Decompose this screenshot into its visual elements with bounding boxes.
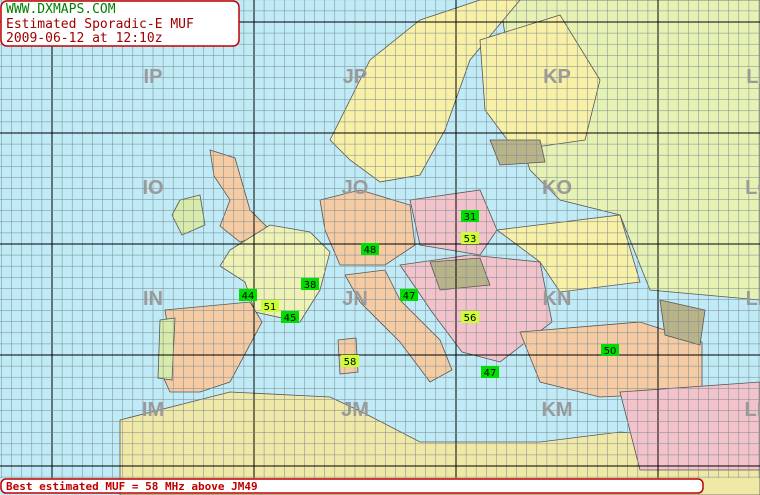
muf-marker [461, 210, 479, 222]
muf-markers: 31 53 48 38 44 51 45 47 56 50 58 47 [239, 210, 619, 379]
grid-square-label: LM [745, 399, 760, 421]
grid-square-label: IM [142, 399, 164, 421]
muf-value: 50 [604, 346, 617, 357]
grid-square-label: KM [541, 399, 572, 421]
status: Best estimated MUF = 58 MHz above JM49 [6, 480, 258, 493]
grid-labels: IP JP KP LP IO JO KO LO IN JN KN LN IM JM KM LM [142, 66, 760, 421]
muf-value: 38 [304, 280, 317, 291]
muf-marker [461, 311, 479, 323]
muf-value: 53 [464, 234, 477, 245]
grid [0, 0, 760, 478]
muf-value: 47 [484, 368, 497, 379]
grid-square-label: JO [342, 177, 369, 199]
muf-value: 47 [403, 291, 416, 302]
grid-square-label: LP [746, 66, 760, 88]
muf-marker [481, 366, 499, 378]
grid-square-label: LN [746, 288, 760, 310]
land [119, 0, 760, 495]
muf-value: 56 [464, 313, 477, 324]
muf-marker [261, 300, 279, 312]
muf-marker [361, 243, 379, 255]
grid-square-label: JP [343, 66, 367, 88]
muf-marker [239, 289, 257, 301]
grid-square-label: LO [745, 177, 760, 199]
muf-value: 45 [284, 313, 297, 324]
muf-value: 58 [344, 357, 357, 368]
muf-value: 31 [464, 212, 477, 223]
status-box [0, 478, 704, 494]
muf-marker [281, 311, 299, 323]
grid-square-label: IN [143, 288, 163, 310]
muf-value: 51 [264, 302, 277, 313]
grid-square-label: JN [342, 288, 368, 310]
muf-marker [301, 278, 319, 290]
muf-marker [341, 355, 359, 367]
muf-value: 44 [242, 291, 255, 302]
header-box [0, 0, 240, 47]
grid-square-label: IP [144, 66, 163, 88]
muf-value: 48 [364, 245, 377, 256]
muf-marker [601, 344, 619, 356]
muf-marker [400, 289, 418, 301]
grid-square-label: KP [543, 66, 571, 88]
muf-marker [461, 232, 479, 244]
grid-square-label: JM [341, 399, 369, 421]
site: WWW.DXMAPS.COM [6, 2, 116, 17]
grid-square-label: KN [543, 288, 572, 310]
grid-square-label: IO [142, 177, 163, 199]
grid-square-label: KO [542, 177, 572, 199]
timestamp: 2009-06-12 at 12:10z [6, 31, 163, 46]
title: Estimated Sporadic-E MUF [6, 17, 194, 32]
